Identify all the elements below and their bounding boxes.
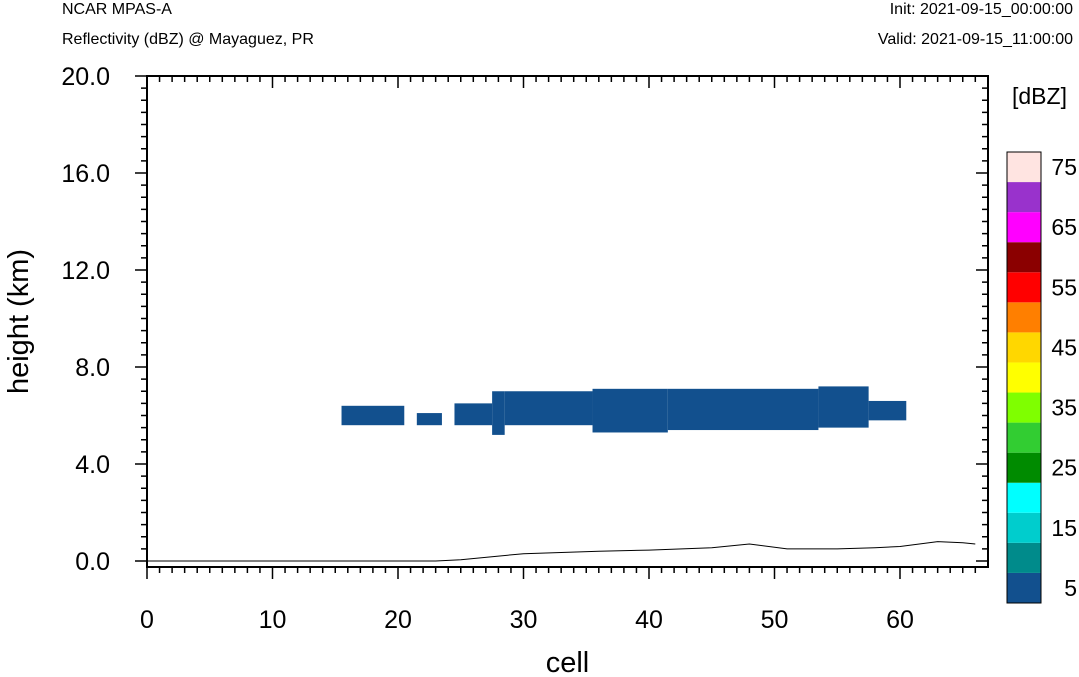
x-tick-label: 0 xyxy=(140,606,154,634)
y-tick-label: 16.0 xyxy=(61,160,110,188)
y-tick-label: 8.0 xyxy=(75,354,110,382)
colorbar-label: 15 xyxy=(1051,515,1077,541)
y-axis-label: height (km) xyxy=(3,249,35,394)
chart-subtitle: Reflectivity (dBZ) @ Mayaguez, PR xyxy=(62,31,314,48)
colorbar-segment xyxy=(1007,452,1041,483)
colorbar-segment xyxy=(1007,422,1041,453)
colorbar-label: 5 xyxy=(1064,575,1077,601)
echo-cell xyxy=(341,405,405,426)
colorbar-segment xyxy=(1007,212,1041,243)
colorbar-segment xyxy=(1007,302,1041,333)
axis-ticks xyxy=(135,75,988,579)
x-tick-label: 50 xyxy=(761,606,789,634)
x-tick-label: 60 xyxy=(886,606,914,634)
colorbar-segment xyxy=(1007,542,1041,573)
colorbar-segment xyxy=(1007,512,1041,543)
model-title: NCAR MPAS-A xyxy=(62,1,172,18)
echo-cell xyxy=(818,386,869,428)
terrain-line xyxy=(147,541,976,562)
echo-cell xyxy=(492,391,505,435)
colorbar-unit: [dBZ] xyxy=(1012,83,1067,109)
colorbar-segment xyxy=(1007,572,1041,603)
colorbar-label: 55 xyxy=(1051,274,1077,300)
echo-cell xyxy=(416,413,442,426)
echo-layer xyxy=(341,386,907,435)
colorbar-segment xyxy=(1007,242,1041,273)
valid-time: Valid: 2021-09-15_11:00:00 xyxy=(877,31,1073,48)
echo-cell xyxy=(454,403,493,426)
colorbar-segment xyxy=(1007,482,1041,513)
colorbar-frame xyxy=(1006,151,1042,604)
colorbar-segment xyxy=(1007,362,1041,393)
x-axis-label: cell xyxy=(546,647,590,677)
colorbar-segment xyxy=(1007,182,1041,213)
x-tick-label: 20 xyxy=(384,606,412,634)
echo-cell xyxy=(592,388,668,433)
plot-frame xyxy=(146,75,989,568)
y-tick-label: 12.0 xyxy=(61,257,110,285)
echo-cell xyxy=(504,391,593,426)
colorbar-label: 45 xyxy=(1051,334,1077,360)
colorbar-label: 35 xyxy=(1051,395,1077,421)
colorbar-segment xyxy=(1007,272,1041,303)
colorbar-label: 65 xyxy=(1051,214,1077,240)
colorbar-segment xyxy=(1007,392,1041,423)
colorbar: 5 15 25 35 45 55 65 75 xyxy=(1006,151,1077,604)
colorbar-segment xyxy=(1007,152,1041,183)
init-time: Init: 2021-09-15_00:00:00 xyxy=(889,1,1073,18)
colorbar-segment xyxy=(1007,332,1041,363)
y-tick-labels: 0.0 4.0 8.0 12.0 16.0 20.0 xyxy=(61,63,110,576)
y-tick-label: 4.0 xyxy=(75,451,110,479)
colorbar-label: 25 xyxy=(1051,455,1077,481)
x-tick-label: 40 xyxy=(635,606,663,634)
x-tick-labels: 0 10 20 30 40 50 60 xyxy=(140,606,914,634)
y-tick-label: 20.0 xyxy=(61,63,110,91)
echo-cell xyxy=(868,400,907,421)
colorbar-label: 75 xyxy=(1051,154,1077,180)
y-tick-label: 0.0 xyxy=(75,548,110,576)
echo-cell xyxy=(667,388,819,431)
x-tick-label: 10 xyxy=(259,606,287,634)
x-tick-label: 30 xyxy=(510,606,538,634)
